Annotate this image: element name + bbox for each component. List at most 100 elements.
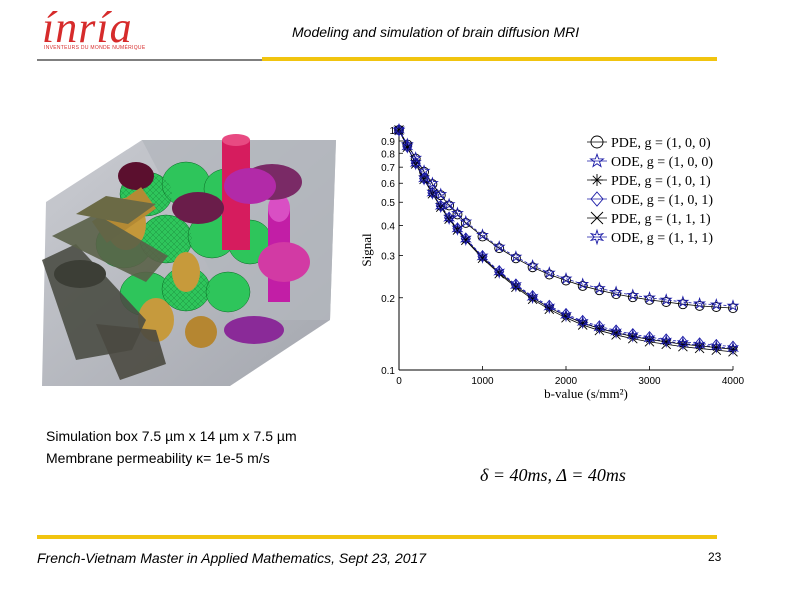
data-point <box>477 231 488 242</box>
data-point <box>694 300 705 311</box>
data-point <box>693 296 707 310</box>
data-point <box>418 171 431 186</box>
data-point <box>591 174 603 186</box>
data-point <box>526 258 540 272</box>
data-point <box>610 325 623 339</box>
data-point <box>589 228 605 246</box>
slide-title: Modeling and simulation of brain diffusi… <box>292 24 580 40</box>
data-point <box>589 152 605 168</box>
y-tick-label: 0.5 <box>381 198 395 209</box>
data-point <box>544 303 554 313</box>
x-axis-label: b-value (s/mm²) <box>544 386 628 401</box>
legend-label: PDE, g = (1, 0, 0) <box>611 136 711 151</box>
data-point <box>626 328 639 343</box>
y-tick-label: 0.1 <box>381 366 395 377</box>
y-axis-label: Signal <box>359 233 374 267</box>
legend-label: PDE, g = (1, 1, 1) <box>611 212 711 227</box>
data-point <box>528 293 538 303</box>
y-tick-label: 0.4 <box>381 222 395 233</box>
data-point <box>661 297 672 307</box>
data-point <box>693 338 706 353</box>
data-point <box>726 341 740 356</box>
data-point <box>593 320 606 335</box>
data-point <box>527 262 538 273</box>
data-point <box>611 289 622 300</box>
data-point <box>711 302 722 312</box>
data-point <box>561 311 571 321</box>
data-point <box>392 123 406 137</box>
y-tick-label: 1 <box>389 126 395 137</box>
data-point <box>611 328 621 338</box>
data-point <box>401 139 414 154</box>
data-point <box>576 277 590 290</box>
data-point <box>728 344 738 354</box>
data-point <box>594 323 604 333</box>
data-point <box>559 271 573 285</box>
data-point <box>609 285 623 298</box>
data-point <box>460 217 471 228</box>
footer-text: French-Vietnam Master in Applied Mathema… <box>37 550 427 566</box>
x-tick-label: 2000 <box>555 376 578 387</box>
data-point <box>461 234 471 244</box>
data-point <box>678 339 688 349</box>
y-tick-label: 0.6 <box>381 179 395 190</box>
data-point <box>526 290 539 305</box>
header-rule-gray <box>37 59 262 61</box>
data-point <box>726 299 740 312</box>
data-point <box>611 330 621 340</box>
data-point <box>459 232 472 247</box>
data-point <box>590 191 604 207</box>
data-point <box>592 281 606 294</box>
x-tick-label: 3000 <box>638 376 661 387</box>
data-point <box>677 299 688 310</box>
y-tick-label: 0.2 <box>381 294 395 305</box>
legend-label: PDE, g = (1, 0, 1) <box>611 174 711 189</box>
page-number: 23 <box>708 550 722 564</box>
series-2 <box>392 123 740 312</box>
data-point <box>728 303 738 314</box>
data-point <box>452 209 463 220</box>
data-point <box>434 199 447 214</box>
data-point <box>476 228 489 241</box>
data-point <box>409 156 422 171</box>
series-line <box>398 129 734 349</box>
y-axis: 0.1 0.2 0.3 0.4 0.5 0.6 0.7 0.80.91 <box>381 126 403 377</box>
logo-wordmark: ínría <box>42 3 133 52</box>
footer-rule-yellow <box>37 535 717 539</box>
data-point <box>594 325 605 336</box>
data-point <box>509 250 523 263</box>
chart-legend: PDE, g = (1, 0, 0) ODE, g = (1, 0, 0) PDE,… <box>587 135 713 246</box>
data-point <box>578 318 588 328</box>
simulation-box-illustration <box>42 134 336 386</box>
x-tick-label: 0 <box>396 376 402 387</box>
legend-label: ODE, g = (1, 0, 0) <box>611 155 713 170</box>
data-point <box>626 288 640 301</box>
data-point <box>451 206 464 219</box>
x-tick-label: 1000 <box>471 376 494 387</box>
data-point <box>676 336 689 351</box>
membrane-permeability-text: Membrane permeability κ= 1e-5 m/s <box>46 450 270 466</box>
data-point <box>695 341 705 351</box>
data-point <box>443 211 456 226</box>
series-group <box>392 123 740 357</box>
y-tick-label: 0.3 <box>381 251 395 262</box>
data-point <box>561 275 571 286</box>
data-point <box>644 294 655 305</box>
data-point <box>710 339 723 354</box>
data-point <box>576 315 589 330</box>
data-point <box>577 280 588 291</box>
data-point <box>661 337 671 347</box>
data-point <box>628 331 638 341</box>
logo-tagline: INVENTEURS DU MONDE NUMÉRIQUE <box>44 45 146 51</box>
header-rule-yellow <box>262 57 717 61</box>
data-point <box>709 298 723 311</box>
data-point <box>510 253 521 264</box>
data-point <box>660 334 673 349</box>
data-point <box>590 135 604 149</box>
data-point <box>711 343 721 353</box>
data-point <box>559 308 573 323</box>
data-point <box>493 265 506 279</box>
y-tick-label: 0.8 <box>381 149 395 160</box>
data-point <box>659 293 673 306</box>
series-6 <box>392 123 740 356</box>
